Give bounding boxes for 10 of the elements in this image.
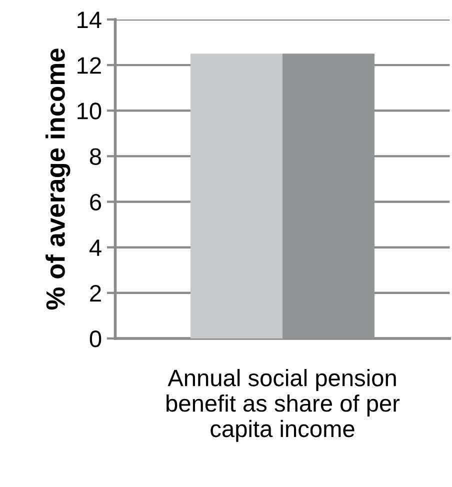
- y-tick-label: 6: [90, 194, 102, 211]
- y-tick-label: 2: [90, 284, 101, 302]
- y-axis-title: % of average income: [46, 48, 70, 310]
- y-tick-label: 14: [78, 12, 102, 28]
- y-tick-label: 10: [78, 102, 102, 120]
- y-tick-label: 0: [90, 330, 102, 348]
- y-tick-label: 4: [89, 240, 102, 256]
- x-tick-label: Annual social pension benefit as share of per capita income: [166, 369, 400, 442]
- y-tick-label: 12: [78, 57, 101, 74]
- y-tick-label: 8: [90, 148, 102, 165]
